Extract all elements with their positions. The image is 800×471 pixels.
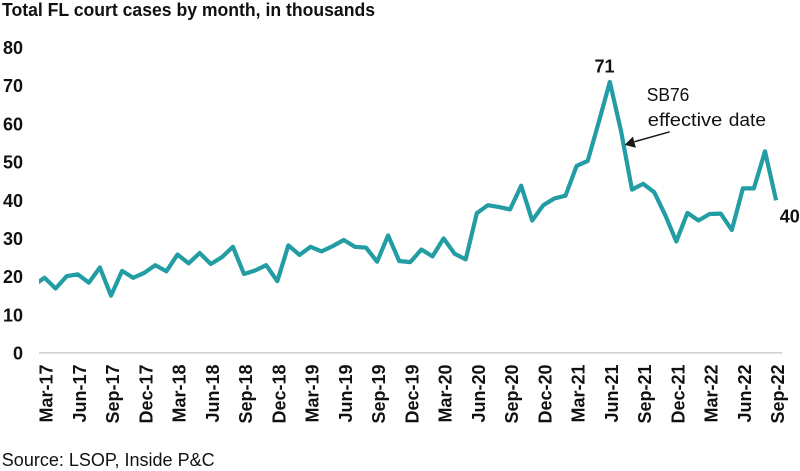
svg-text:Mar-20: Mar-20 <box>436 365 456 423</box>
svg-text:Jun-19: Jun-19 <box>336 365 356 423</box>
svg-text:Jun-17: Jun-17 <box>70 365 90 423</box>
svg-text:Jun-18: Jun-18 <box>203 365 223 423</box>
svg-text:Jun-20: Jun-20 <box>469 365 489 423</box>
svg-text:Sep-17: Sep-17 <box>103 365 123 424</box>
svg-text:Mar-19: Mar-19 <box>303 365 323 423</box>
svg-text:Sep-20: Sep-20 <box>502 365 522 424</box>
svg-text:Jun-21: Jun-21 <box>602 365 622 423</box>
svg-text:Sep-18: Sep-18 <box>236 365 256 424</box>
svg-text:71: 71 <box>594 57 614 77</box>
svg-text:Mar-22: Mar-22 <box>702 365 722 423</box>
svg-text:Dec-17: Dec-17 <box>136 365 156 424</box>
svg-text:30: 30 <box>3 229 23 249</box>
svg-text:40: 40 <box>780 207 800 227</box>
svg-text:80: 80 <box>3 38 23 58</box>
svg-text:Sep-21: Sep-21 <box>635 365 655 424</box>
svg-text:20: 20 <box>3 267 23 287</box>
svg-text:Mar-21: Mar-21 <box>569 365 589 423</box>
svg-text:50: 50 <box>3 153 23 173</box>
svg-text:Mar-18: Mar-18 <box>170 365 190 423</box>
svg-text:effective: effective <box>648 110 723 130</box>
svg-text:60: 60 <box>3 114 23 134</box>
svg-text:Dec-18: Dec-18 <box>269 365 289 424</box>
svg-text:10: 10 <box>3 305 23 325</box>
svg-text:Dec-20: Dec-20 <box>535 365 555 424</box>
svg-text:SB76: SB76 <box>647 85 690 105</box>
svg-text:Dec-21: Dec-21 <box>668 365 688 424</box>
svg-text:date: date <box>729 110 766 130</box>
svg-text:Mar-17: Mar-17 <box>37 365 57 423</box>
svg-text:Dec-19: Dec-19 <box>402 365 422 424</box>
svg-text:Total FL court cases by month,: Total FL court cases by month, in thousa… <box>2 0 375 20</box>
svg-text:70: 70 <box>3 76 23 96</box>
svg-text:Source: LSOP, Inside P&C: Source: LSOP, Inside P&C <box>2 450 215 470</box>
svg-text:40: 40 <box>3 191 23 211</box>
svg-text:0: 0 <box>13 344 23 364</box>
svg-text:Jun-22: Jun-22 <box>735 365 755 423</box>
svg-text:Sep-19: Sep-19 <box>369 365 389 424</box>
svg-text:Sep-22: Sep-22 <box>768 365 788 424</box>
